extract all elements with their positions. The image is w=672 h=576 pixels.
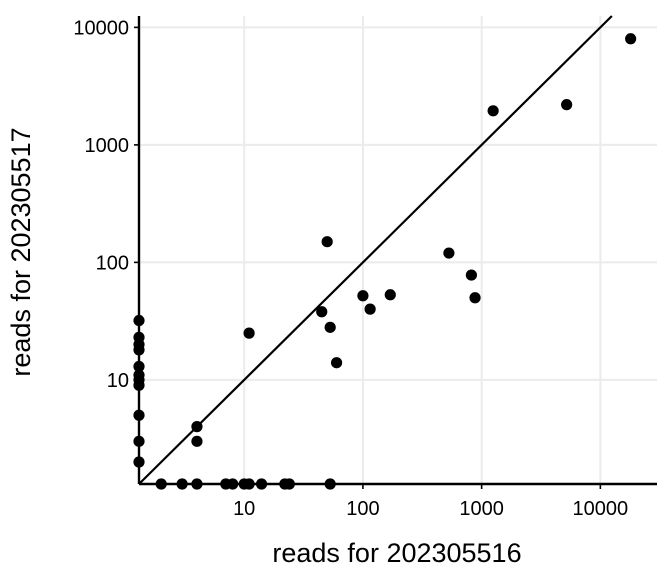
identity-reference-line	[138, 15, 613, 485]
reference-line-group	[138, 15, 613, 485]
x-axis-title: reads for 202305516	[272, 538, 521, 568]
data-point	[357, 290, 369, 302]
y-tick-label: 1000	[85, 135, 130, 157]
data-point	[324, 321, 336, 333]
data-point	[191, 435, 203, 447]
y-tick-label: 10	[107, 370, 129, 392]
data-point	[243, 327, 255, 339]
data-point	[487, 105, 499, 117]
x-tick-label: 100	[346, 498, 379, 520]
x-tick-label: 10000	[573, 498, 629, 520]
data-point	[316, 306, 328, 318]
data-point	[625, 33, 637, 45]
x-tick-label: 1000	[459, 498, 504, 520]
data-point	[469, 292, 481, 304]
grid-lines	[139, 16, 657, 484]
data-point	[384, 289, 396, 301]
axis-ticks: 10 100 1000 10000 10 100 1000 10000	[73, 17, 628, 520]
data-point	[191, 421, 203, 433]
data-point	[561, 99, 573, 111]
data-point	[364, 303, 376, 315]
y-tick-label: 10000	[73, 17, 129, 39]
x-tick-label: 10	[233, 498, 255, 520]
data-point	[321, 236, 333, 248]
y-tick-label: 100	[96, 252, 129, 274]
y-axis-title: reads for 202305517	[6, 127, 36, 376]
data-point	[443, 247, 455, 259]
data-point	[465, 269, 478, 281]
data-point	[330, 357, 343, 369]
